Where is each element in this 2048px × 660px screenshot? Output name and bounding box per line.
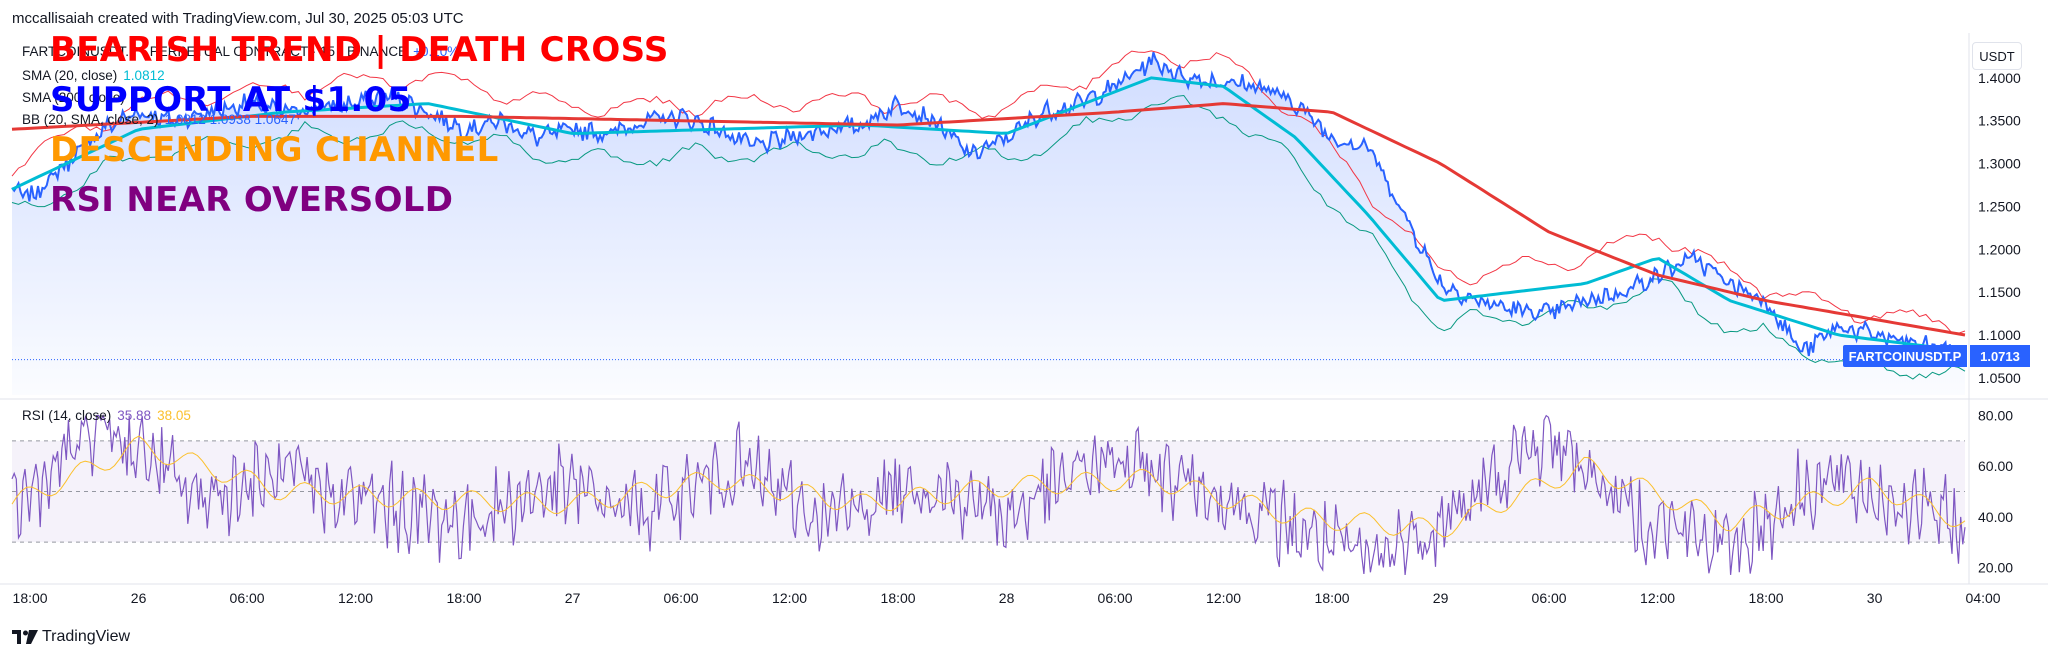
time-axis-tick-label: 18:00 [881,590,916,606]
tradingview-logo-icon [12,630,38,644]
time-axis-tick-label: 06:00 [1098,590,1133,606]
time-axis-tick-label: 29 [1433,590,1449,606]
time-axis-tick-label: 12:00 [1206,590,1241,606]
price-axis-tick-label: 1.2000 [1978,241,2021,257]
rsi-axis-tick-label: 20.00 [1978,559,2013,575]
grid [0,33,2048,585]
chart-credit: mccallisaiah created with TradingView.co… [12,10,464,27]
rsi-legend-value: 35.88 [117,408,152,423]
time-axis-tick-label: 04:00 [1966,590,2001,606]
price-axis-tick-label: 1.1500 [1978,284,2021,300]
price-axis-tick-label: 1.3000 [1978,156,2021,172]
legend-bb-values: 1.0812 1.0938 1.0647 [164,112,296,127]
time-axis-tick-label: 12:00 [1640,590,1675,606]
legend-bb-label: BB (20, SMA, close, 2) [22,112,159,127]
rsi-legend-label: RSI (14, close) [22,408,112,423]
price-axis-tick-label: 1.2500 [1978,198,2021,214]
time-axis-tick-label: 06:00 [664,590,699,606]
time-axis-tick-label: 06:00 [1532,590,1567,606]
legend-sma200-label: SMA (200, close) [22,90,125,105]
overlay-rsi-oversold: RSI NEAR OVERSOLD [50,180,454,220]
sma200-line[interactable] [11,102,1966,337]
time-axis-tick-label: 28 [999,590,1015,606]
time-axis-tick-label: 12:00 [338,590,373,606]
legend-sma20-value: 1.0812 [123,68,165,83]
axes: 1.4000 1.3500 1.3000 1.2500 1.2000 1.1500 1.10… [13,70,2021,606]
time-axis-tick-label: 06:00 [230,590,265,606]
bb-upper-line[interactable] [11,50,1966,334]
rsi-legend-ma-value: 38.05 [157,408,191,423]
time-axis-tick-label: 26 [131,590,147,606]
price-axis-tick-label: 1.3500 [1978,113,2021,129]
currency-button[interactable]: USDT [1972,42,2022,70]
tradingview-logo-text: TradingView [42,628,131,645]
sma20-line[interactable] [11,76,1966,353]
overlay-support: SUPPORT AT $1.05 [50,80,412,120]
rsi-line[interactable] [11,413,1966,575]
time-axis-tick-label: 18:00 [1315,590,1350,606]
time-axis-tick-label: 18:00 [13,590,48,606]
legend-sma200-row[interactable]: SMA (200, close) [22,90,125,105]
legend-symbol-change: +0.10% [413,44,460,59]
price-line[interactable] [11,51,1966,366]
legend-bb-row[interactable]: BB (20, SMA, close, 2) 1.0812 1.0938 1.06… [22,112,296,127]
rsi-legend-row[interactable]: RSI (14, close) 35.88 38.05 [22,408,191,423]
legend-symbol-row[interactable]: FARTCOINUSDT.P · PERPETUAL CONTRACT · 15… [22,44,459,59]
rsi-axis-tick-label: 60.00 [1978,458,2013,474]
time-axis-tick-label: 30 [1867,590,1883,606]
time-axis-tick-label: 18:00 [447,590,482,606]
last-price-symbol-tag: FARTCOINUSDT.P [1843,345,1967,367]
price-axis-tick-label: 1.0500 [1978,370,2021,386]
bb-lower-line[interactable] [11,94,1966,380]
time-axis-tick-label: 18:00 [1749,590,1784,606]
rsi-axis-tick-label: 40.00 [1978,509,2013,525]
legend-sma20-label: SMA (20, close) [22,68,118,83]
rsi-pane[interactable] [11,413,1966,575]
last-price-value-tag: 1.0713 [1970,345,2030,367]
overlay-bearish-trend: BEARISH TREND | DEATH CROSS [50,30,669,70]
price-pane[interactable] [11,50,1966,396]
rsi-axis-tick-label: 80.00 [1978,408,2013,424]
time-axis-tick-label: 27 [565,590,581,606]
legend-symbol: FARTCOINUSDT.P · PERPETUAL CONTRACT · 15… [22,44,408,59]
time-axis-tick-label: 12:00 [772,590,807,606]
legend-sma20-row[interactable]: SMA (20, close) 1.0812 [22,68,165,83]
overlay-descending-channel: DESCENDING CHANNEL [50,130,499,170]
price-axis-tick-label: 1.4000 [1978,70,2021,86]
rsi-ma-line[interactable] [11,435,1966,538]
price-axis-tick-label: 1.1000 [1978,327,2021,343]
tradingview-logo[interactable]: TradingView [12,628,130,646]
